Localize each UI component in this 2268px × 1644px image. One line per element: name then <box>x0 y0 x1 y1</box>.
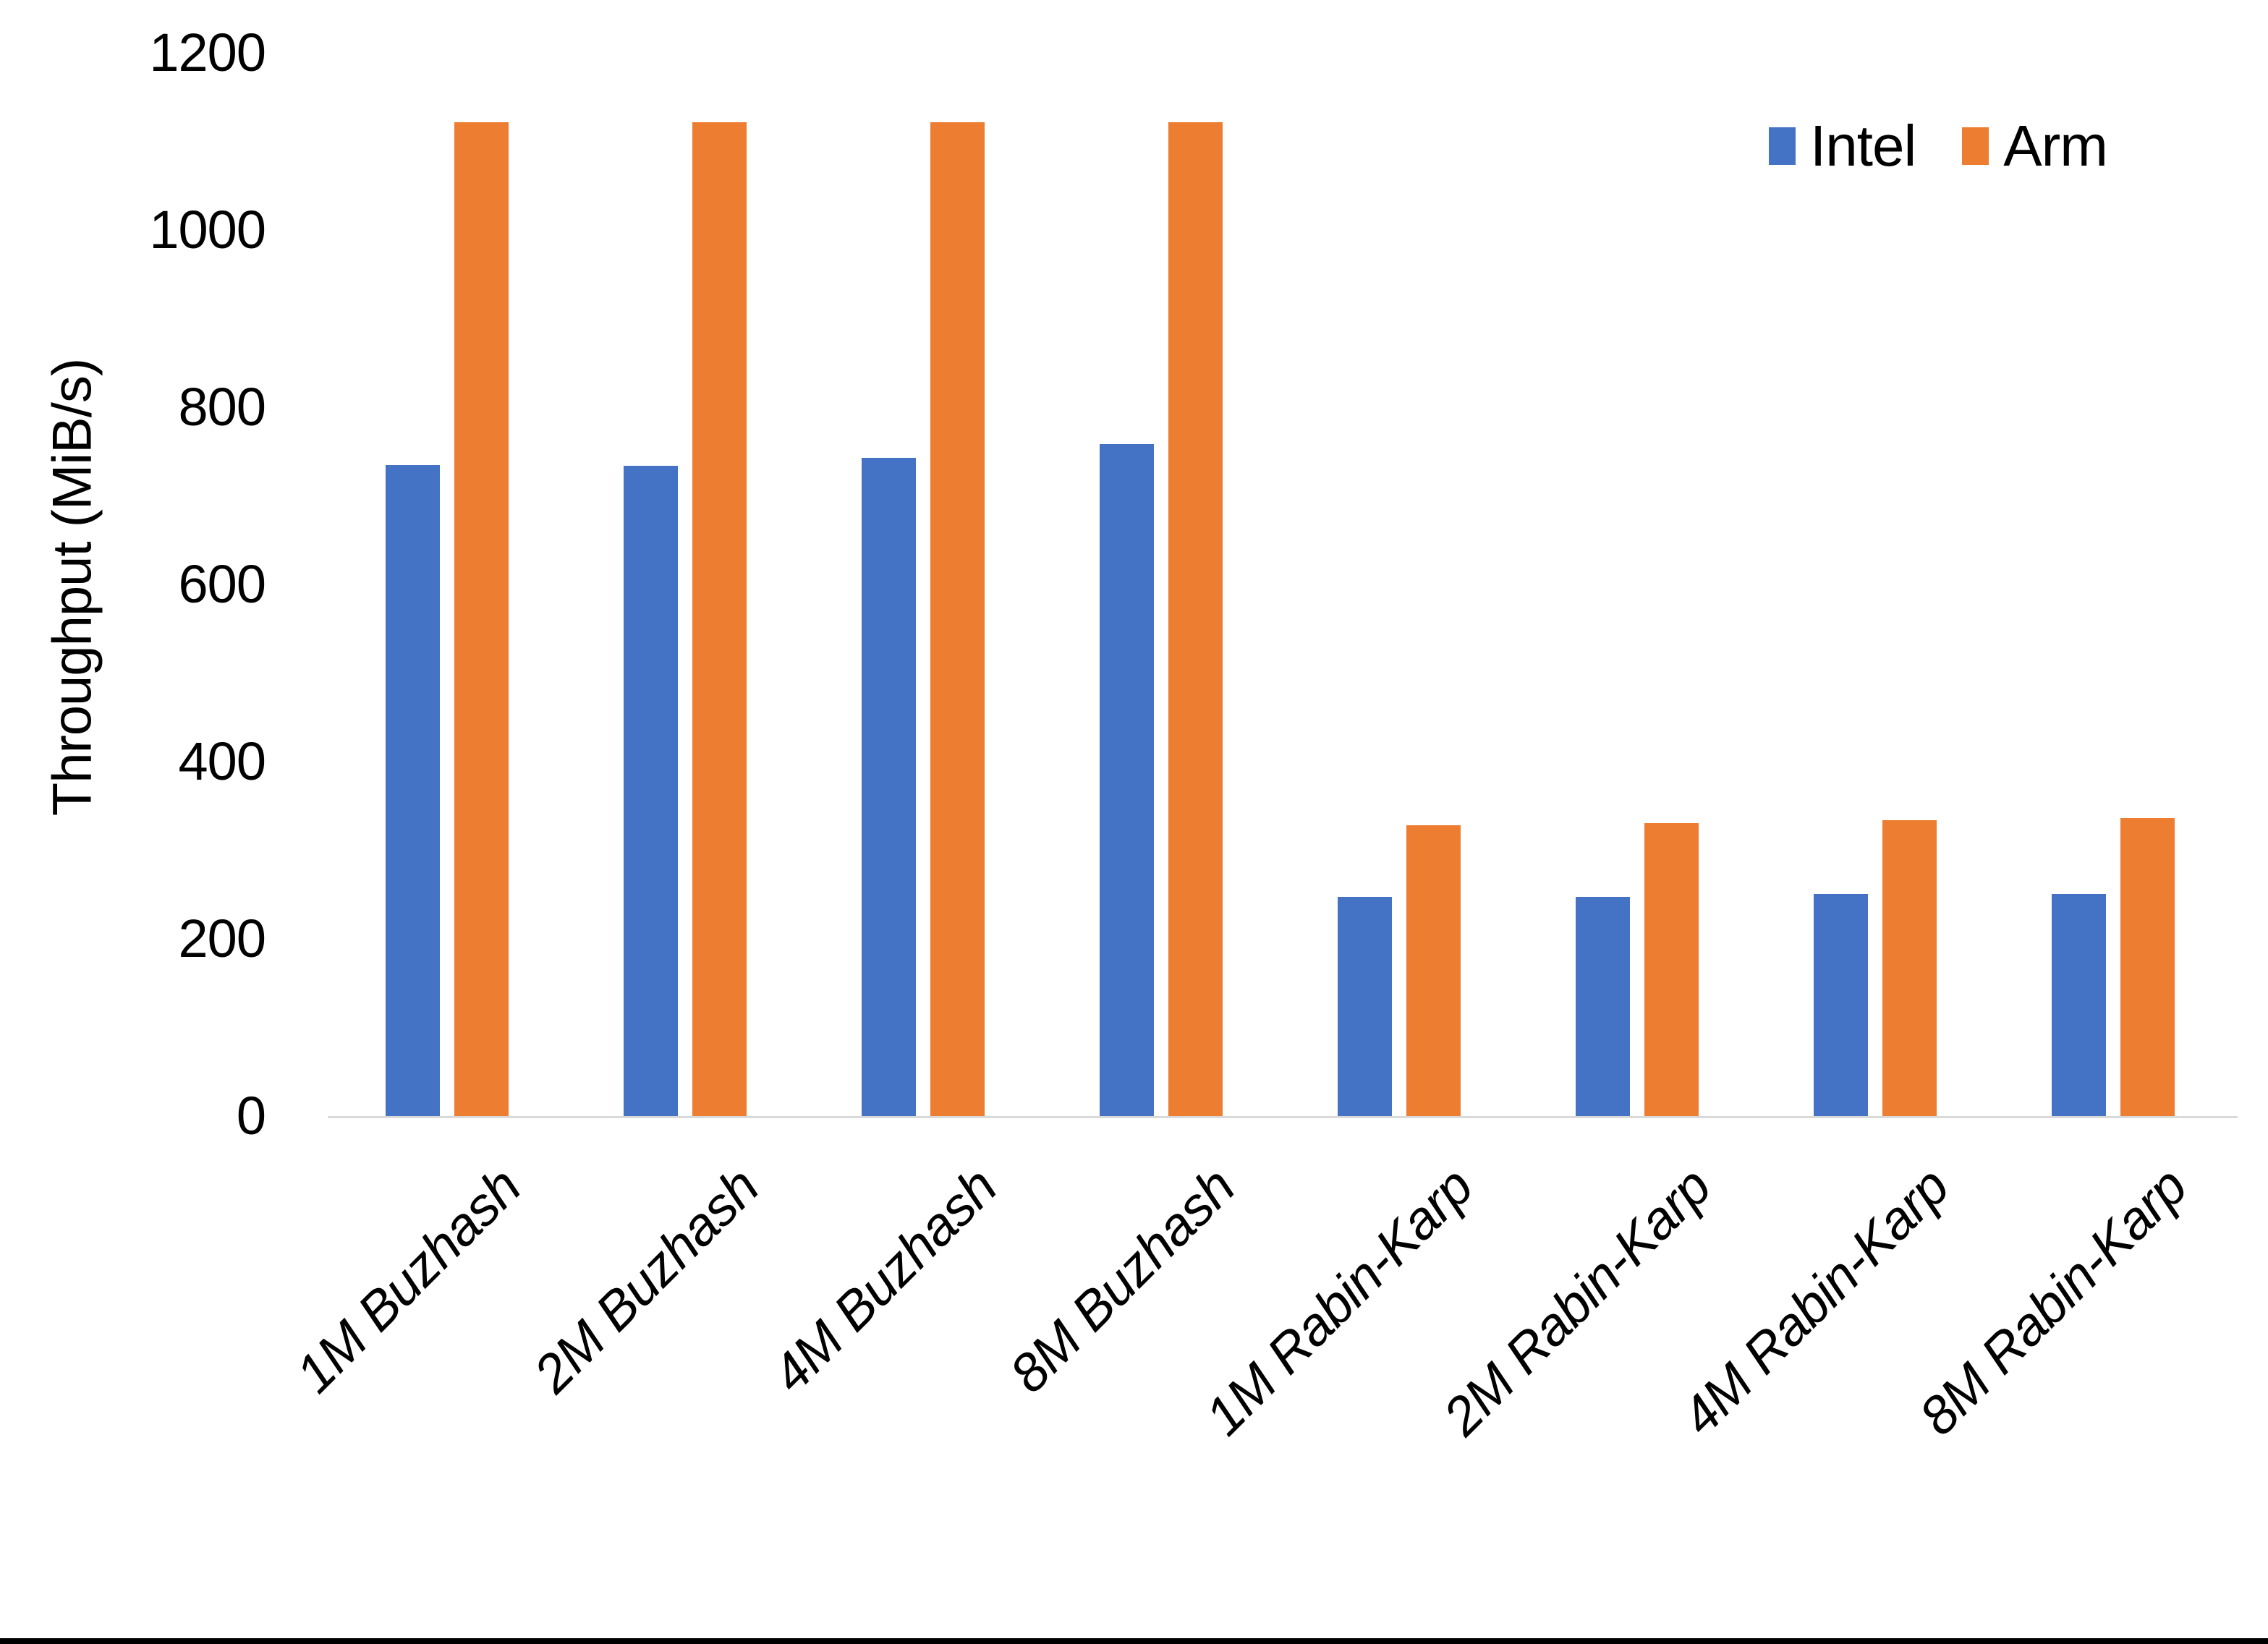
arm-series-swatch <box>1962 127 1989 165</box>
bar-intel-8m-rabin-karp <box>2051 893 2106 1116</box>
legend: Intel Arm <box>1769 114 2108 178</box>
bottom-border <box>0 1638 2268 1644</box>
legend-item-intel: Intel <box>1769 114 1916 178</box>
legend-item-arm: Arm <box>1962 114 2108 178</box>
y-tick-label-200: 200 <box>178 908 266 968</box>
bar-arm-2m-buzhash <box>692 122 747 1116</box>
bar-arm-8m-rabin-karp <box>2120 818 2175 1116</box>
y-tick-label-1200: 1200 <box>149 22 266 82</box>
bar-intel-4m-rabin-karp <box>1813 893 1868 1116</box>
bar-intel-2m-buzhash <box>623 465 678 1116</box>
x-axis-line <box>328 1116 2238 1118</box>
y-tick-label-800: 800 <box>178 377 266 437</box>
legend-label-intel: Intel <box>1810 114 1916 178</box>
y-tick-label-0: 0 <box>236 1086 266 1146</box>
bar-intel-2m-rabin-karp <box>1575 897 1630 1116</box>
bar-arm-2m-rabin-karp <box>1644 822 1699 1116</box>
bar-arm-8m-buzhash <box>1168 122 1223 1116</box>
intel-series-swatch <box>1769 127 1796 165</box>
bar-intel-4m-buzhash <box>861 457 916 1116</box>
bar-arm-4m-rabin-karp <box>1882 819 1937 1116</box>
bar-intel-1m-rabin-karp <box>1337 897 1392 1116</box>
y-tick-label-400: 400 <box>178 731 266 791</box>
bar-intel-8m-buzhash <box>1099 444 1154 1116</box>
bar-arm-1m-buzhash <box>454 122 509 1116</box>
bar-arm-1m-rabin-karp <box>1406 825 1461 1116</box>
bar-intel-1m-buzhash <box>385 464 440 1116</box>
bar-arm-4m-buzhash <box>930 122 985 1116</box>
legend-label-arm: Arm <box>2003 114 2108 178</box>
y-tick-label-1000: 1000 <box>149 200 266 260</box>
y-tick-label-600: 600 <box>178 554 266 614</box>
